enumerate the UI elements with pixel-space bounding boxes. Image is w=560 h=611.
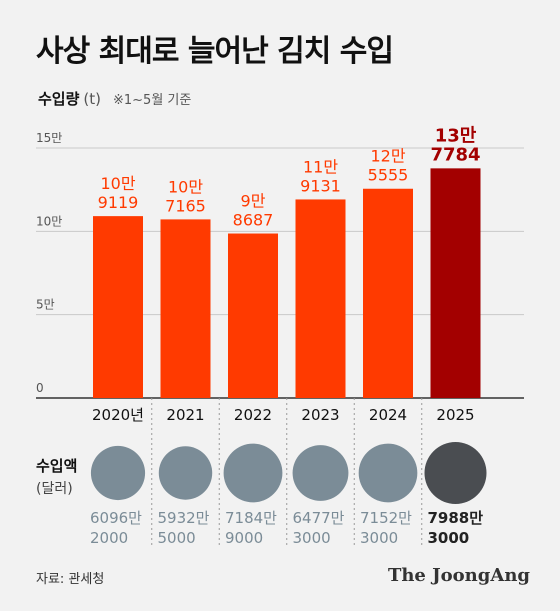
- y-tick-label: 5만: [36, 298, 55, 312]
- period-note: ※1~5월 기준: [113, 93, 192, 108]
- import-value-circle: [292, 445, 349, 501]
- import-value-circle: [358, 443, 418, 503]
- bar-value-label: 9131: [300, 176, 341, 195]
- x-tick-label: 2025: [436, 406, 474, 424]
- import-value-circle: [158, 446, 213, 500]
- import-value-label: 2000: [90, 529, 128, 547]
- bar: [295, 199, 346, 398]
- import-value-label: 6477만: [293, 509, 345, 527]
- bar-value-label: 8687: [233, 211, 274, 230]
- chart-title: 사상 최대로 늘어난 김치 수입: [36, 34, 394, 69]
- quantity-unit: (t): [83, 90, 101, 108]
- bar: [363, 188, 413, 398]
- y-tick-label: 10만: [36, 214, 62, 228]
- bar-value-label: 9119: [98, 193, 139, 212]
- bar: [430, 168, 481, 398]
- source-note: 자료: 관세청: [36, 572, 105, 587]
- import-value-circle: [424, 442, 487, 504]
- quantity-label: 수입량: [38, 90, 80, 108]
- bar-value-label: 11만: [303, 157, 338, 176]
- publisher-logo: The JoongAng: [387, 565, 530, 586]
- import-value-label: 5932만: [158, 509, 210, 527]
- import-value-label: 7152만: [360, 509, 412, 527]
- import-value-label: 3000: [360, 529, 398, 547]
- bar: [160, 219, 211, 398]
- import-value-label: 3000: [293, 529, 331, 547]
- bar: [93, 216, 143, 398]
- y-tick-label: 15만: [36, 131, 62, 145]
- bar-value-label: 5555: [368, 166, 409, 185]
- bar-value-label: 9만: [241, 192, 266, 211]
- x-tick-label: 2024: [369, 406, 407, 424]
- import-value-circle: [223, 443, 283, 503]
- x-tick-label: 2020년: [92, 406, 144, 424]
- bar-value-label: 13만: [435, 125, 477, 146]
- import-value-label: 6096만: [90, 509, 142, 527]
- bar-value-label: 7784: [430, 144, 480, 165]
- y-tick-label: 0: [36, 381, 44, 395]
- import-value-label: 7988만: [428, 509, 484, 527]
- import-value-label: 5000: [158, 529, 196, 547]
- import-value-label: 3000: [428, 529, 470, 547]
- x-tick-label: 2022: [234, 406, 272, 424]
- import-value-label: 7184만: [225, 509, 277, 527]
- import-value-circle: [90, 445, 146, 501]
- import-value-label: 수입액: [36, 457, 78, 475]
- bar-value-label: 10만: [168, 177, 203, 196]
- chart-subtitle: 수입량 (t) ※1~5월 기준: [38, 88, 191, 109]
- import-value-label: 9000: [225, 529, 263, 547]
- bar-value-label: 10만: [100, 174, 135, 193]
- bar: [228, 233, 278, 398]
- x-tick-label: 2023: [301, 406, 339, 424]
- x-tick-label: 2021: [166, 406, 204, 424]
- import-value-unit: (달러): [36, 481, 73, 497]
- bar-value-label: 7165: [165, 196, 206, 215]
- bar-value-label: 12만: [370, 147, 405, 166]
